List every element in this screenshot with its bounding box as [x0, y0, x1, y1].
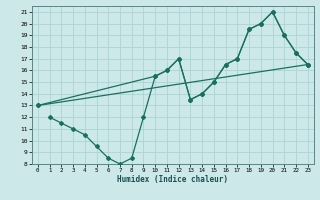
X-axis label: Humidex (Indice chaleur): Humidex (Indice chaleur) [117, 175, 228, 184]
